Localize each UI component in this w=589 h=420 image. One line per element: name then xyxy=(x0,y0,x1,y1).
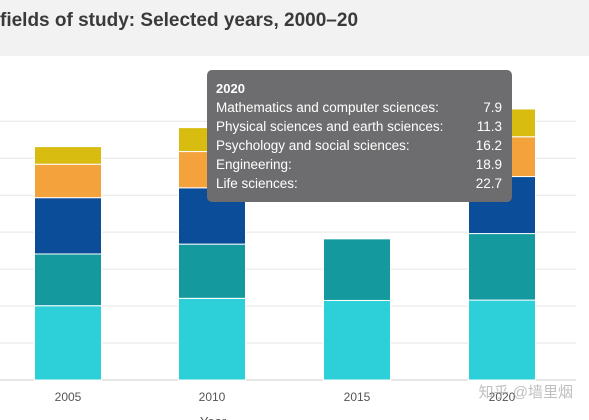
bar-segment xyxy=(323,299,391,381)
bar-segment xyxy=(34,305,102,381)
tooltip-row-label: Psychology and social sciences: xyxy=(216,138,410,153)
chart-header: fields of study: Selected years, 2000–20 xyxy=(0,0,589,56)
watermark: 知乎 @墙里烟 xyxy=(478,384,573,401)
tooltip-row: Mathematics and computer sciences: 7.9 xyxy=(216,98,502,117)
tooltip-row-value: 7.9 xyxy=(483,100,502,115)
bar-segment xyxy=(468,299,536,381)
tooltip-row: Psychology and social sciences: 16.2 xyxy=(216,136,502,155)
tooltip-row: Physical sciences and earth sciences: 11.… xyxy=(216,117,502,136)
stacked-bar-chart: 2005 2010 2015 2020 Year xyxy=(0,108,576,420)
bar-segment xyxy=(34,146,102,165)
x-axis-title: Year xyxy=(200,414,227,420)
tooltip-title: 2020 xyxy=(216,81,245,96)
bar-segment xyxy=(323,238,391,301)
x-tick-label: 2005 xyxy=(55,390,82,404)
x-tick-label: 2010 xyxy=(199,390,226,404)
x-tick-label: 2015 xyxy=(344,390,371,404)
chart-title: fields of study: Selected years, 2000–20 xyxy=(0,10,359,31)
tooltip-row-value: 16.2 xyxy=(475,138,502,153)
bar-segment xyxy=(34,163,102,199)
tooltip-row-label: Physical sciences and earth sciences: xyxy=(216,119,444,134)
tooltip-row: Engineering: 18.9 xyxy=(216,155,502,174)
tooltip-row-label: Engineering: xyxy=(216,157,292,172)
tooltip-row-value: 11.3 xyxy=(476,119,502,134)
tooltip-row-value: 22.7 xyxy=(475,176,502,191)
bar-segment xyxy=(178,297,246,381)
tooltip-row-label: Life sciences: xyxy=(216,176,298,191)
bar-segment xyxy=(178,243,246,299)
bar-segment xyxy=(34,197,102,255)
bar-segment xyxy=(34,253,102,307)
tooltip-row-value: 18.9 xyxy=(475,157,502,172)
tooltip-row-label: Mathematics and computer sciences: xyxy=(216,100,439,115)
x-tick-label: 2020 xyxy=(489,390,516,404)
chart-tooltip: 2020 Mathematics and computer sciences: 7… xyxy=(207,70,512,202)
bar-segment xyxy=(468,233,536,301)
tooltip-row: Life sciences: 22.7 xyxy=(216,174,502,193)
